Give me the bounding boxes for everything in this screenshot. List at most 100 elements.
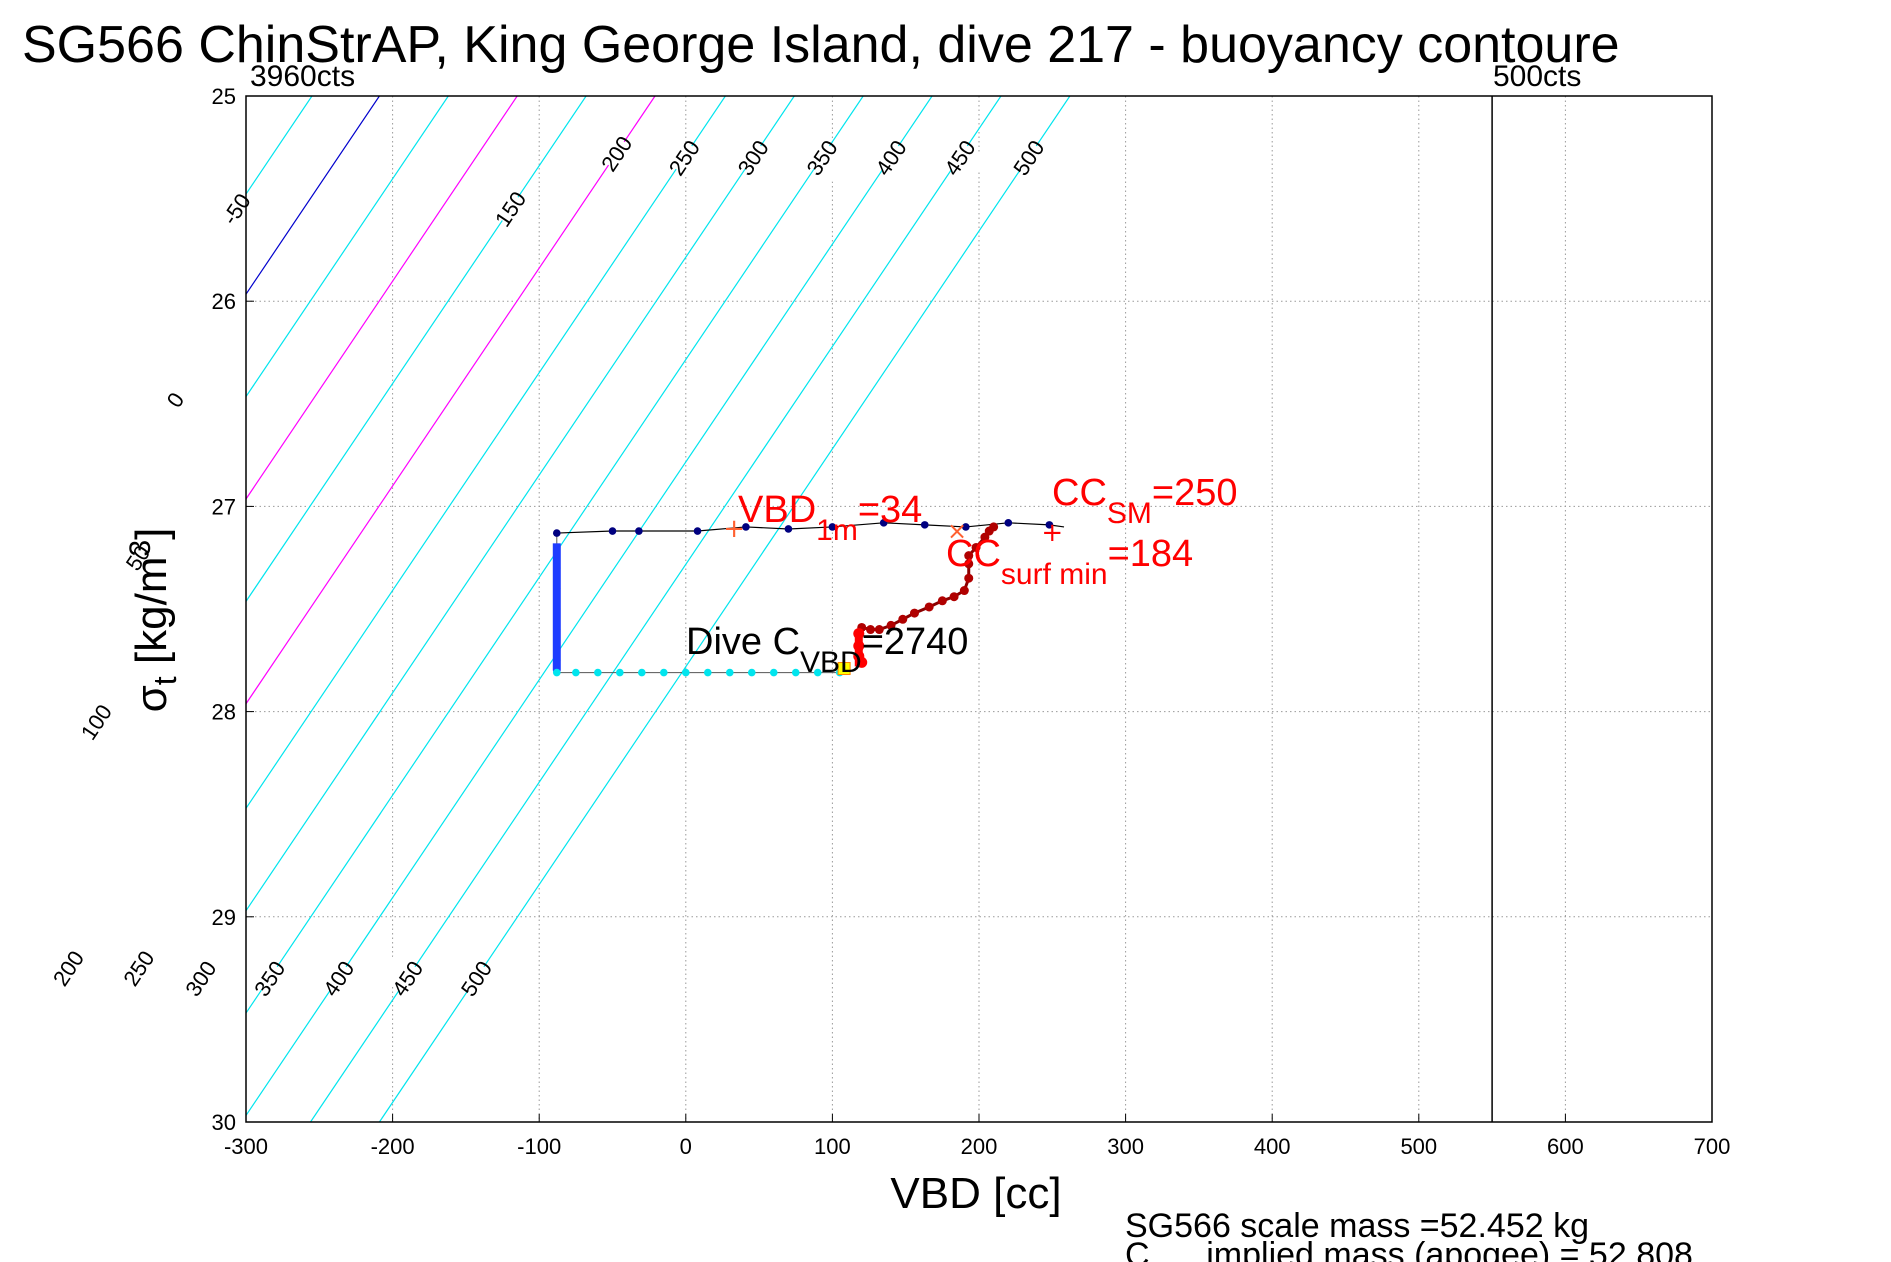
descent-point bbox=[552, 529, 561, 537]
svg-text:σt [kg/m3]: σt [kg/m3] bbox=[124, 528, 183, 713]
contour-line-200 bbox=[246, 96, 656, 705]
y-label-sub: t bbox=[147, 676, 183, 685]
descent-point bbox=[962, 523, 970, 531]
deep-point bbox=[552, 625, 561, 634]
x-tick-label: -300 bbox=[224, 1134, 268, 1159]
descent-point bbox=[742, 523, 750, 531]
x-tick-label: 200 bbox=[961, 1134, 998, 1159]
implied-mass-text: C implied mass (apogee) = 52.808 bbox=[1125, 1236, 1693, 1262]
y-label-sup: 3 bbox=[124, 540, 157, 557]
ascent-point bbox=[924, 602, 934, 612]
contour-label-bg bbox=[448, 953, 504, 1004]
bottom-point bbox=[638, 668, 646, 677]
x-axis-label: VBD [cc] bbox=[890, 1169, 1061, 1218]
ascent-point bbox=[959, 586, 969, 596]
deep-point bbox=[552, 605, 561, 613]
grid-lines bbox=[246, 96, 1712, 1122]
deep-point bbox=[552, 543, 561, 552]
x-tick-label: 600 bbox=[1547, 1134, 1584, 1159]
x-tick-label: 400 bbox=[1254, 1134, 1291, 1159]
contour-label-bg bbox=[588, 128, 645, 179]
top-right-cts-label: 500cts bbox=[1493, 60, 1581, 93]
bottom-point bbox=[725, 668, 734, 677]
contour-label-bg bbox=[862, 132, 919, 183]
descent-point bbox=[879, 519, 888, 527]
deep-point bbox=[552, 646, 561, 654]
contour-label-bg bbox=[310, 953, 366, 1004]
ascent-point bbox=[971, 542, 981, 552]
contour-line-300 bbox=[246, 96, 795, 912]
vbd-1m-annotation: VBD1m=34 bbox=[738, 489, 922, 547]
contour-label-bg bbox=[109, 532, 166, 583]
contour-line-350 bbox=[246, 96, 864, 1015]
contour-label-bg bbox=[68, 696, 124, 747]
y-label-close: ] bbox=[127, 528, 176, 540]
square-marker bbox=[837, 662, 851, 676]
surface-red-bar bbox=[854, 629, 863, 667]
y-tick-label: 28 bbox=[212, 700, 236, 725]
contour-line-50 bbox=[246, 96, 449, 398]
axis-ticks: -300 -200 -100 0 100 200 300 400 500 600 700 25 26 27… bbox=[212, 84, 1731, 1159]
cc-sm-annotation: CCSM=250 bbox=[1052, 472, 1237, 530]
y-tick-label: 27 bbox=[212, 494, 236, 519]
data-points bbox=[552, 519, 1054, 677]
y-tick-label: 30 bbox=[212, 1110, 236, 1135]
contour-label-bg bbox=[379, 953, 435, 1004]
contour-label-bg bbox=[40, 943, 96, 994]
bottom-point bbox=[682, 668, 690, 677]
contour-line-500 bbox=[378, 96, 1071, 1122]
contour-label-bg bbox=[147, 374, 203, 425]
ascent-point bbox=[866, 625, 876, 635]
contour-label-bg bbox=[656, 132, 712, 183]
y-label-units: [kg/m bbox=[127, 557, 176, 677]
x-tick-label: -200 bbox=[371, 1134, 415, 1159]
x-tick-label: 700 bbox=[1694, 1134, 1731, 1159]
top-left-cts-label: 3960cts bbox=[250, 60, 355, 93]
deep-point bbox=[552, 656, 561, 665]
y-label-sigma: σ bbox=[127, 685, 176, 712]
contour-line-450 bbox=[310, 96, 1002, 1122]
descent-point bbox=[920, 521, 929, 529]
descent-point bbox=[1004, 519, 1013, 527]
contour-line-150 bbox=[246, 96, 587, 603]
chart-title: SG566 ChinStrAP, King George Island, div… bbox=[22, 16, 1620, 74]
contour-label-bg bbox=[482, 183, 538, 234]
contour-label-bg bbox=[241, 953, 298, 1004]
x-tick-label: 0 bbox=[680, 1134, 692, 1159]
contour-label-bg bbox=[172, 953, 229, 1004]
ascent-point bbox=[886, 620, 896, 630]
ascent-point bbox=[964, 573, 974, 583]
bottom-point bbox=[813, 668, 822, 677]
y-tick-label: 26 bbox=[212, 289, 236, 314]
deep-point bbox=[552, 584, 561, 593]
descent-point bbox=[635, 527, 643, 535]
ascent-point bbox=[937, 596, 947, 606]
bottom-point bbox=[660, 668, 668, 677]
x-tick-label: 300 bbox=[1107, 1134, 1144, 1159]
contour-label-bg bbox=[208, 183, 264, 234]
contour-lines bbox=[246, 96, 1071, 1122]
x-tick-label: -100 bbox=[517, 1134, 561, 1159]
x-tick-label: 100 bbox=[814, 1134, 851, 1159]
scale-mass-text: SG566 scale mass =52.452 kg bbox=[1125, 1207, 1589, 1245]
plus-marker: + bbox=[723, 514, 745, 544]
descent-point bbox=[608, 527, 617, 535]
y-tick-label: 29 bbox=[212, 905, 236, 930]
deep-point bbox=[552, 564, 561, 572]
ascent-point bbox=[964, 559, 974, 569]
bottom-point bbox=[703, 668, 712, 677]
ascent-point bbox=[964, 551, 974, 561]
markers: + × + bbox=[723, 514, 1063, 676]
ascent-point bbox=[949, 592, 959, 602]
y-axis-label: σt [kg/m3] bbox=[124, 528, 183, 713]
bottom-point bbox=[552, 668, 561, 677]
contour-label-bg bbox=[794, 132, 850, 183]
descent-point bbox=[693, 527, 702, 535]
x-marker: × bbox=[947, 517, 967, 545]
bottom-point bbox=[791, 668, 800, 677]
contour-label-bg bbox=[931, 132, 988, 183]
bottom-point bbox=[572, 668, 580, 677]
contour-line-400 bbox=[246, 96, 933, 1117]
contour-line-100 bbox=[246, 96, 518, 501]
descent-point bbox=[784, 525, 793, 533]
